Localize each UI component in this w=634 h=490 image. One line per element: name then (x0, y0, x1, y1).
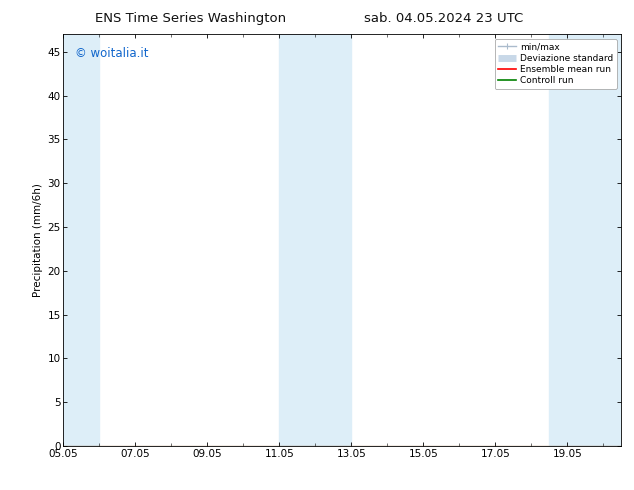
Legend: min/max, Deviazione standard, Ensemble mean run, Controll run: min/max, Deviazione standard, Ensemble m… (495, 39, 617, 89)
Bar (549, 34, 621, 446)
Text: © woitalia.it: © woitalia.it (75, 47, 148, 60)
Text: sab. 04.05.2024 23 UTC: sab. 04.05.2024 23 UTC (364, 12, 524, 25)
Text: ENS Time Series Washington: ENS Time Series Washington (94, 12, 286, 25)
Bar (63, 34, 100, 446)
Y-axis label: Precipitation (mm/6h): Precipitation (mm/6h) (33, 183, 43, 297)
Bar (280, 34, 351, 446)
